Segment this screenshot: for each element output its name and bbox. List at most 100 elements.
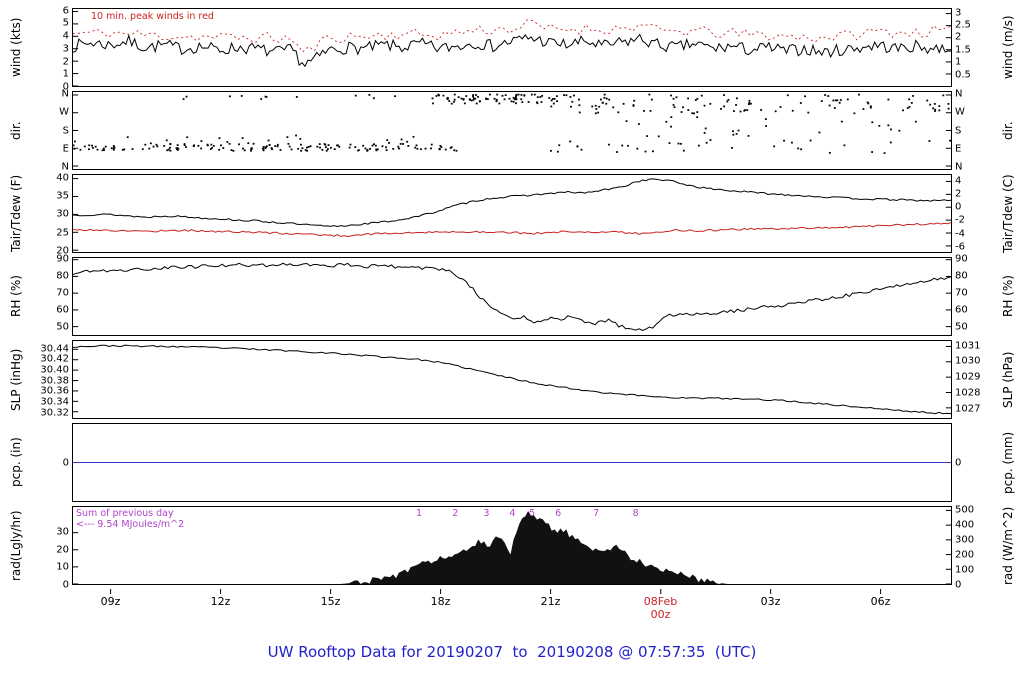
- temperature-right-axis-label: Tair/Tdew (C): [1001, 174, 1015, 253]
- tick-label: 80: [56, 270, 69, 282]
- wind-plot-area: 10 min. peak winds in red: [72, 8, 952, 87]
- wind-left-axis-label: wind (kts): [9, 17, 23, 78]
- figure-title: UW Rooftop Data for 20190207 to 20190208…: [267, 643, 757, 661]
- tick-label: 1: [62, 68, 69, 80]
- tick-label: 1027: [955, 403, 981, 415]
- pressure-left-ticks: 30.44 30.42 30.40 30.38 30.36 30.34 30.32: [26, 340, 72, 419]
- tick-label: 30.32: [40, 407, 69, 419]
- tick-label: 0.5: [955, 69, 971, 81]
- temperature-right-ticks: 4 2 0 -2 -4 -6: [952, 174, 998, 253]
- time-tick-label: 09z: [101, 589, 120, 608]
- tick-label: S: [955, 125, 962, 136]
- tick-label: 500: [955, 504, 975, 515]
- tick-label: 1.5: [955, 44, 971, 56]
- radiation-plot-area: Sum of previous day <--- 9.54 MJoules/m^2…: [72, 506, 952, 585]
- temperature-left-ticks: 40 35 30 25 20: [26, 172, 72, 256]
- tick-label: N: [61, 161, 69, 173]
- precipitation-left-ticks: 0: [26, 423, 72, 502]
- tick-label: -4: [955, 228, 965, 240]
- time-tick-label: 06z: [871, 589, 890, 608]
- tick-label: 5: [62, 17, 69, 29]
- tick-label: 70: [955, 287, 968, 299]
- tick-label: 1: [955, 56, 962, 68]
- tick-label: 70: [56, 287, 69, 299]
- humidity-right-axis-label: RH (%): [1001, 275, 1015, 318]
- tick-label: N: [61, 88, 69, 100]
- tick-label: 3: [62, 43, 69, 55]
- tick-label: 0: [62, 457, 69, 468]
- tick-label: S: [62, 125, 69, 136]
- direction-right-axis-label: dir.: [1001, 121, 1015, 140]
- humidity-chart-svg: [73, 258, 951, 335]
- tick-label: 30.34: [40, 396, 69, 408]
- tick-label: 300: [955, 534, 975, 546]
- pressure-chart-svg: [73, 341, 951, 418]
- tick-label: 35: [56, 190, 69, 202]
- precipitation-chart-svg: [73, 424, 951, 501]
- humidity-right-ticks: 90 80 70 60 50: [952, 253, 998, 336]
- direction-chart-svg: [73, 93, 951, 169]
- tick-label: 3: [955, 7, 962, 19]
- pressure-right-axis-label: SLP (hPa): [1001, 351, 1015, 408]
- tick-label: 30.40: [40, 364, 69, 376]
- pressure-left-axis-label: SLP (inHg): [9, 348, 23, 411]
- time-tick-label: 21z: [541, 589, 560, 608]
- tick-label: 4: [62, 30, 69, 42]
- wind-right-axis-label: wind (m/s): [1001, 15, 1015, 80]
- daylight-hour-marker: 7: [593, 508, 600, 519]
- humidity-left-ticks: 90 80 70 60 50: [26, 253, 72, 336]
- tick-label: 1029: [955, 371, 981, 383]
- tick-label: 0: [955, 457, 962, 468]
- time-tick-label: 03z: [761, 589, 780, 608]
- tick-label: W: [59, 106, 69, 118]
- tick-label: 0: [62, 81, 69, 93]
- precipitation-left-axis-label: pcp. (in): [9, 437, 23, 488]
- humidity-plot-area: [72, 257, 952, 336]
- daylight-hour-marker: 2: [452, 508, 459, 519]
- tick-label: 0: [955, 579, 962, 591]
- tick-label: 30.44: [40, 343, 69, 355]
- tick-label: 2: [955, 31, 962, 43]
- radiation-chart-svg: [73, 507, 951, 584]
- time-tick-label: 18z: [431, 589, 450, 608]
- tick-label: 25: [56, 227, 69, 239]
- radiation-right-axis-label: rad (W/m^2): [1001, 506, 1015, 585]
- panel-humidity: RH (%) 90 80 70 60 50 90 80 70 60 50 RH (%): [6, 253, 1018, 336]
- tick-label: N: [955, 88, 963, 100]
- tick-label: 2: [955, 188, 962, 200]
- tick-label: 6: [62, 5, 69, 17]
- tick-label: 30.38: [40, 375, 69, 387]
- temperature-plot-area: [72, 174, 952, 253]
- daylight-hour-marker: 5: [529, 508, 536, 519]
- tick-label: 1031: [955, 340, 981, 352]
- tick-label: 30.36: [40, 385, 69, 397]
- daylight-hour-marker: 8: [632, 508, 639, 519]
- tick-label: 90: [56, 253, 69, 265]
- direction-plot-area: [72, 91, 952, 170]
- humidity-left-axis-label: RH (%): [9, 275, 23, 318]
- tick-label: E: [955, 143, 962, 155]
- panel-temperature: Tair/Tdew (F) 40 35 30 25 20 4 2 0 -2 -4 -6 Tair/…: [6, 172, 1018, 256]
- daylight-hour-marker: 1: [416, 508, 423, 519]
- tick-label: 80: [955, 270, 968, 282]
- tick-label: 2.5: [955, 19, 971, 31]
- tick-label: 0: [62, 579, 69, 591]
- tick-label: 1028: [955, 387, 981, 399]
- panel-pressure: SLP (inHg) 30.44 30.42 30.40 30.38 30.36 30.3…: [6, 340, 1018, 419]
- direction-left-axis-label: dir.: [9, 121, 23, 140]
- wind-right-ticks: 3 2.5 2 1.5 1 0.5: [952, 7, 998, 87]
- radiation-right-ticks: 500 400 300 200 100 0: [952, 504, 998, 591]
- temperature-chart-svg: [73, 175, 951, 252]
- tick-label: N: [955, 161, 963, 173]
- time-axis-ticks: 09z 12z 15z 18z 21z 08Feb 00z 03z 06z: [72, 589, 952, 631]
- tick-label: 4: [955, 175, 962, 187]
- precipitation-right-axis-label: pcp. (mm): [1001, 431, 1015, 494]
- tick-label: 50: [56, 321, 69, 333]
- tick-label: 1030: [955, 355, 981, 367]
- time-tick-label: 08Feb 00z: [644, 589, 677, 621]
